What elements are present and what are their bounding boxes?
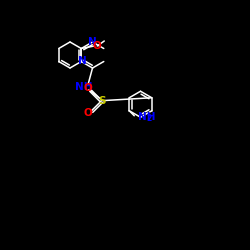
Text: NH: NH — [75, 82, 92, 92]
Text: 2: 2 — [146, 114, 152, 123]
Text: NH: NH — [138, 112, 156, 122]
Text: O: O — [83, 83, 92, 93]
Text: O: O — [93, 41, 102, 51]
Text: N: N — [88, 37, 97, 47]
Text: O: O — [83, 108, 92, 118]
Text: S: S — [98, 96, 106, 106]
Text: N: N — [78, 56, 87, 66]
